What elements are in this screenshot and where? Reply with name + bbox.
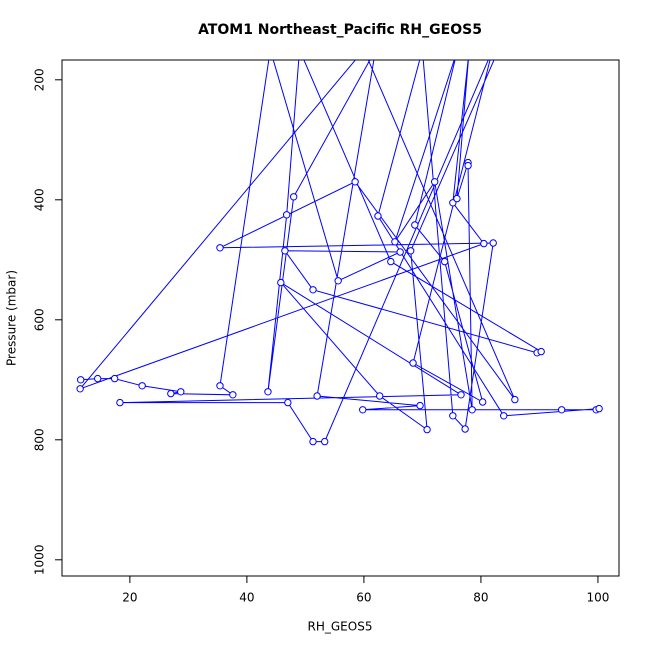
data-point — [409, 359, 417, 367]
data-point — [282, 211, 291, 219]
data-point — [454, 47, 460, 53]
data-point — [416, 401, 424, 410]
y-tick-label: 800 — [33, 428, 47, 451]
data-point — [296, 47, 302, 53]
data-point — [449, 412, 457, 420]
data-point — [500, 412, 508, 420]
data-point — [461, 425, 469, 433]
data-point — [216, 382, 224, 390]
y-tick-label: 400 — [33, 188, 47, 211]
data-point — [351, 178, 359, 186]
data-point — [595, 404, 603, 413]
plot-area — [76, 47, 603, 446]
data-point — [511, 395, 519, 404]
data-point — [495, 47, 501, 53]
data-point — [466, 47, 472, 53]
data-point — [167, 389, 175, 398]
data-point — [289, 193, 298, 201]
data-point — [537, 347, 545, 356]
data-point — [387, 257, 395, 266]
data-point — [489, 239, 497, 247]
data-point — [334, 277, 342, 285]
data-point — [440, 257, 449, 266]
data-point — [411, 221, 419, 229]
data-point — [407, 247, 415, 255]
data-point — [309, 286, 317, 294]
data-point — [359, 406, 367, 414]
x-tick-label: 60 — [356, 591, 371, 605]
y-tick-label: 600 — [33, 308, 47, 331]
data-point — [138, 382, 146, 390]
data-point — [321, 437, 329, 446]
data-point — [489, 47, 495, 53]
data-point — [76, 385, 84, 393]
x-tick-label: 80 — [473, 591, 488, 605]
data-point — [453, 194, 461, 203]
data-point — [423, 425, 431, 434]
data-point — [468, 406, 476, 414]
data-point — [396, 248, 404, 256]
x-tick-label: 40 — [239, 591, 254, 605]
data-point — [478, 398, 487, 406]
data-point — [419, 47, 425, 53]
data-point — [216, 244, 224, 252]
data-point — [361, 47, 367, 53]
data-point — [313, 392, 321, 400]
data-point — [116, 398, 124, 407]
data-point — [267, 47, 273, 53]
data-point — [372, 47, 378, 53]
data-point — [229, 391, 237, 399]
data-point — [177, 388, 185, 396]
data-point — [77, 376, 85, 384]
y-axis-label: Pressure (mbar) — [5, 270, 19, 366]
data-point — [430, 178, 439, 186]
data-point — [110, 374, 119, 383]
data-point — [557, 406, 566, 414]
data-line — [78, 60, 600, 443]
data-point — [281, 247, 289, 255]
data-point — [480, 239, 488, 248]
data-point — [376, 392, 384, 400]
data-point — [309, 437, 317, 446]
plot-frame — [61, 59, 620, 577]
chart-title: ATOM1 Northeast_Pacific RH_GEOS5 — [198, 22, 482, 38]
data-point — [284, 398, 292, 407]
data-point — [457, 391, 465, 399]
data-point — [264, 388, 272, 396]
y-tick-label: 1000 — [33, 545, 47, 576]
y-tick-label: 200 — [33, 68, 47, 91]
data-point — [464, 161, 472, 170]
x-tick-label: 20 — [122, 591, 137, 605]
data-point — [391, 238, 399, 246]
data-point — [277, 278, 285, 287]
data-point — [374, 212, 382, 220]
x-tick-label: 100 — [586, 591, 609, 605]
x-axis-label: RH_GEOS5 — [308, 620, 373, 634]
data-point — [93, 374, 102, 383]
